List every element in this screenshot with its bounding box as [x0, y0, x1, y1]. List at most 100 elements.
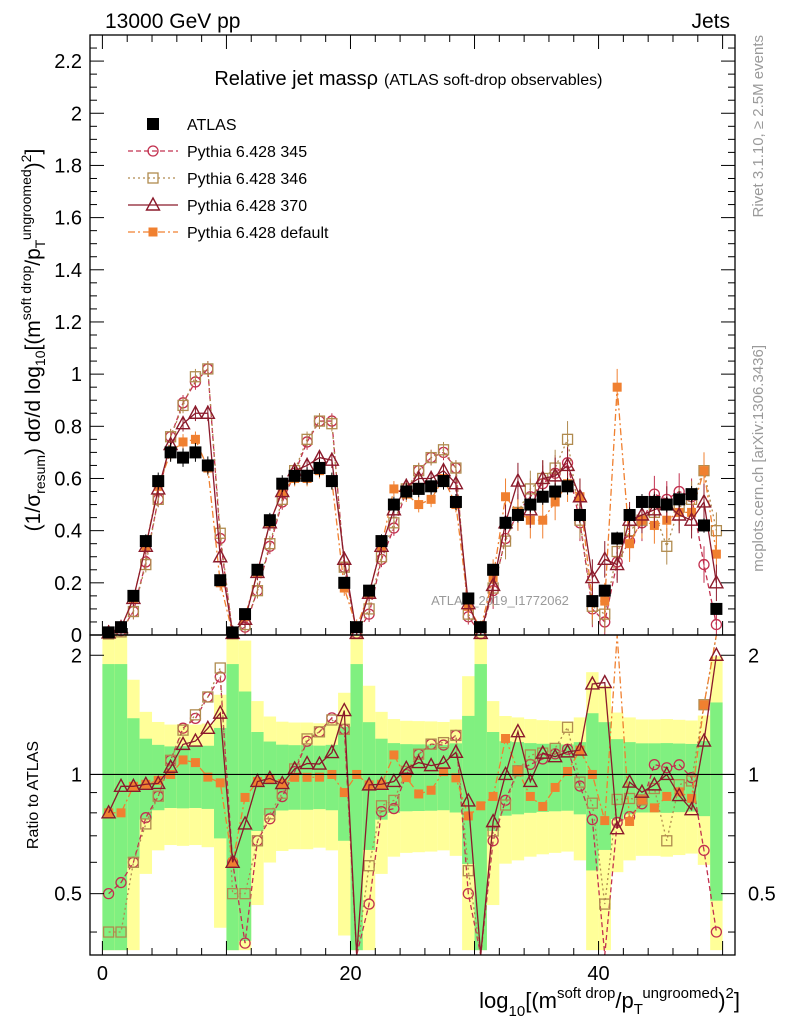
ratio-point	[200, 719, 216, 735]
data-point	[485, 576, 501, 592]
ratio-point	[659, 765, 675, 781]
data-point	[559, 456, 576, 472]
data-point	[710, 602, 723, 615]
data-point	[646, 501, 663, 516]
data-point	[139, 535, 152, 548]
ratio-band-inner	[710, 702, 723, 901]
x-tick-label: 40	[587, 963, 609, 985]
data-point	[550, 497, 560, 507]
ratio-point	[115, 876, 127, 889]
ratio-point	[363, 898, 375, 910]
data-point	[698, 558, 710, 571]
ratio-point	[239, 937, 251, 949]
legend-label: Pythia 6.428 346	[187, 171, 307, 188]
ratio-axis-label: Ratio to ATLAS	[25, 741, 42, 849]
ratio-tick-label-left: 0.5	[54, 884, 82, 906]
ratio-point	[497, 765, 514, 781]
data-point	[683, 511, 700, 526]
ratio-band-inner	[139, 738, 153, 820]
data-point	[412, 482, 425, 495]
ratio-tick-label-left: 1	[71, 764, 82, 786]
ratio-point	[547, 748, 563, 763]
data-point	[612, 382, 622, 392]
ratio-point	[448, 743, 464, 759]
data-point	[573, 509, 586, 521]
data-point	[313, 462, 326, 475]
ratio-point	[696, 732, 712, 747]
data-point	[263, 514, 276, 527]
data-point	[449, 495, 462, 508]
plot-subtitle: (ATLAS soft-drop observables)	[384, 72, 602, 89]
ratio-point	[164, 754, 177, 766]
ratio-band-inner	[338, 726, 351, 841]
ratio-point	[524, 749, 536, 761]
ratio-point	[202, 691, 214, 703]
data-point	[697, 519, 710, 532]
data-point	[274, 483, 290, 498]
ratio-point	[646, 776, 663, 791]
legend-entry: Pythia 6.428 346	[128, 171, 307, 188]
legend-entry: Pythia 6.428 370	[128, 196, 307, 215]
uncertainty-bands	[102, 635, 723, 951]
ratio-point	[401, 773, 411, 783]
ratio-point	[462, 888, 474, 900]
ratio-point	[661, 762, 673, 774]
ratio-point	[389, 750, 399, 760]
ratio-point	[600, 816, 610, 826]
ratio-point	[336, 702, 352, 717]
jets-label: Jets	[691, 10, 730, 33]
data-point	[325, 475, 338, 488]
data-point	[660, 498, 673, 511]
data-point	[487, 563, 500, 576]
legend-label: Pythia 6.428 345	[187, 144, 307, 161]
series-layer	[100, 361, 725, 956]
ratio-band-inner	[586, 713, 599, 871]
ratio-point	[215, 778, 225, 788]
ratio-point	[460, 792, 476, 807]
ratio-point	[116, 808, 126, 818]
ratio-point	[189, 712, 202, 725]
data-point	[214, 574, 227, 587]
data-point	[708, 574, 725, 589]
data-point	[425, 451, 437, 464]
ratio-point	[525, 791, 535, 801]
ratio-band-inner	[499, 741, 512, 816]
data-point	[226, 626, 239, 639]
data-point	[152, 475, 165, 488]
ratio-point	[599, 898, 611, 910]
ratio-point	[625, 816, 635, 826]
x-tick-label: 0	[97, 963, 108, 985]
ratio-point	[339, 788, 349, 798]
y-tick-label: 1.2	[54, 312, 82, 334]
analysis-watermark: ATLAS_2019_I1772062	[431, 593, 569, 608]
ratio-point	[611, 793, 623, 806]
ratio-point	[550, 782, 560, 792]
ratio-point	[189, 709, 202, 721]
data-point	[600, 596, 610, 606]
data-point	[474, 621, 487, 634]
data-point	[387, 498, 400, 511]
data-point	[536, 490, 549, 503]
data-point	[115, 621, 128, 634]
y-tick-label: 0.2	[54, 573, 82, 595]
data-point	[634, 506, 650, 521]
ratio-point	[512, 765, 524, 777]
series-0	[102, 443, 723, 639]
ratio-point	[649, 803, 659, 813]
ratio-band-inner	[561, 744, 574, 811]
ratio-point	[324, 744, 340, 759]
data-point	[685, 488, 698, 501]
ratio-point	[450, 729, 462, 742]
rivet-label: Rivet 3.1.10, ≥ 2.5M events	[750, 35, 767, 218]
axes: 0 20 40 0 0.2 0.4 0.6 0.8 1 1.2 1.4 1.6 1.8 2 2.2 0.5 0.…	[54, 34, 776, 985]
data-point	[239, 608, 252, 621]
ratio-frame	[89, 634, 736, 956]
ratio-point	[125, 777, 142, 793]
ratio-point	[388, 802, 400, 815]
ratio-point	[375, 800, 388, 812]
ratio-point	[386, 773, 402, 788]
data-point	[711, 549, 721, 559]
ratio-point	[175, 735, 191, 751]
data-point	[150, 480, 166, 495]
